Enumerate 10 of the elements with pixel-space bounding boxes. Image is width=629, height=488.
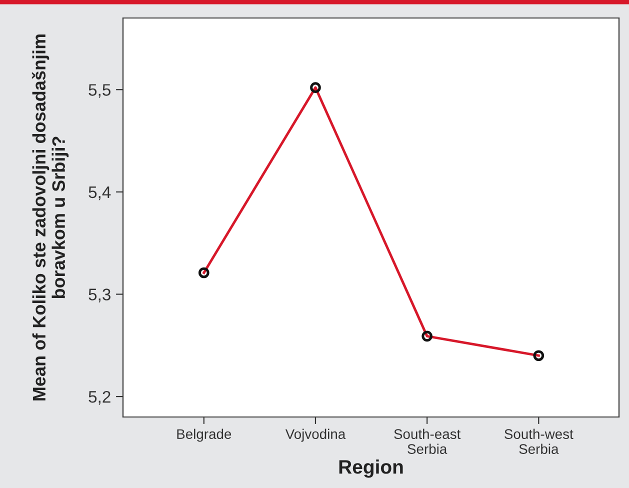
x-tick-label: South-west Serbia (504, 428, 574, 454)
x-tick-label: Belgrade (177, 428, 232, 442)
x-axis-title: Region (339, 459, 403, 478)
y-tick-label: 5,5 (88, 84, 110, 98)
x-tick-label: Vojvodina (285, 428, 346, 442)
y-tick-label: 5,2 (88, 390, 110, 405)
y-axis-title: Mean of Koliko ste zadovoljni dosadašnjim boravkom u Srbiji? (32, 34, 69, 400)
x-tick-label: South-east Serbia (394, 428, 461, 454)
y-tick-label: 5,4 (88, 186, 111, 200)
y-tick-label: 5,3 (88, 288, 110, 302)
